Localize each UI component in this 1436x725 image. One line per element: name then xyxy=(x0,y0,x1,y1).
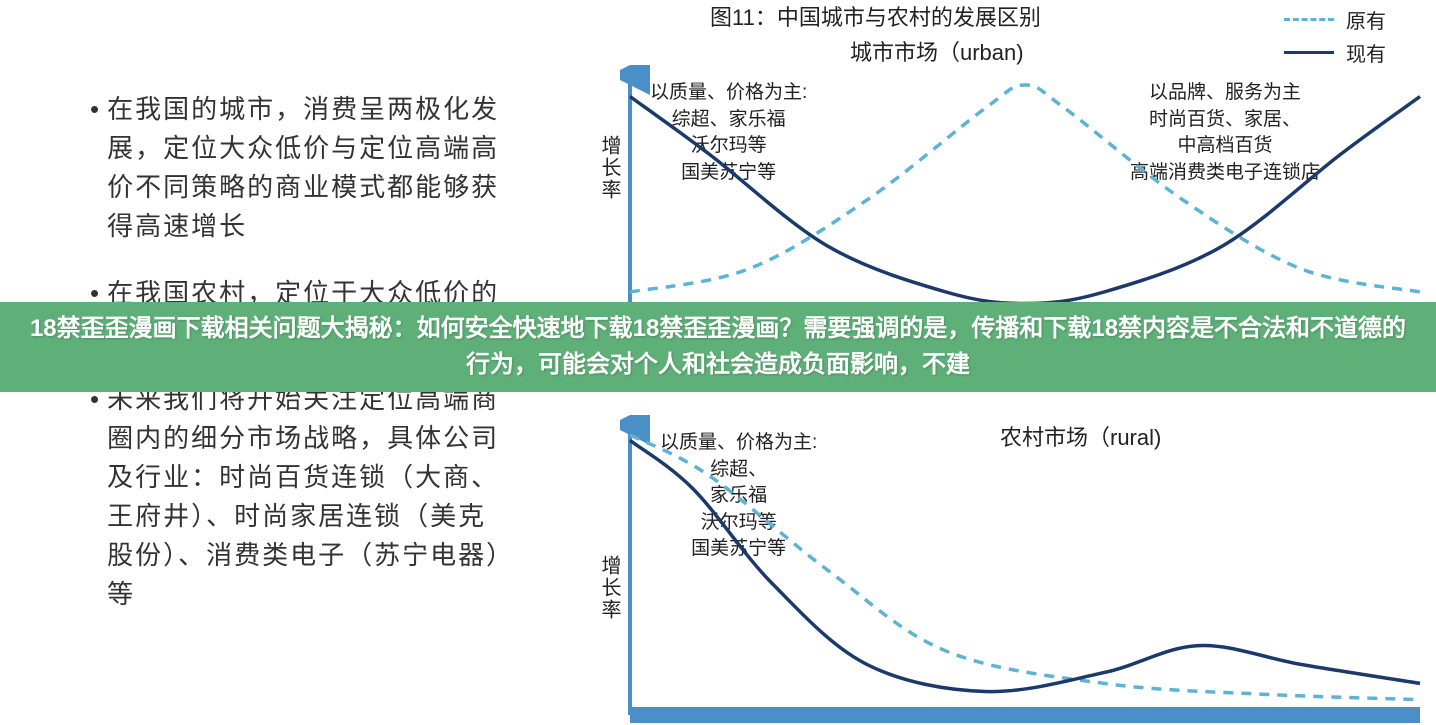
rural-solid-curve xyxy=(630,440,1420,691)
urban-title: 城市市场（urban) xyxy=(850,35,1024,67)
figure-title: 图11：中国城市与农村的发展区别 xyxy=(710,0,1041,32)
legend-label-solid: 现有 xyxy=(1346,38,1386,67)
rural-x-axis-bar xyxy=(630,707,1420,723)
legend-row-dashed: 原有 xyxy=(1284,5,1386,34)
rural-dashed-curve xyxy=(630,435,1420,700)
rural-chart xyxy=(620,415,1430,725)
legend-label-dashed: 原有 xyxy=(1346,5,1386,34)
bullet-dot: • xyxy=(90,380,101,614)
urban-chart xyxy=(620,65,1430,335)
banner-text: 18禁歪歪漫画下载相关问题大揭秘：如何安全快速地下载18禁歪歪漫画？需要强调的是… xyxy=(28,311,1408,383)
legend-line-solid xyxy=(1284,51,1334,54)
legend-row-solid: 现有 xyxy=(1284,38,1386,67)
legend-line-dashed xyxy=(1284,18,1334,21)
bullet-item: • 在我国的城市，消费呈两极化发展，定位大众低价与定位高端高价不同策略的商业模式… xyxy=(90,90,510,246)
bullet-item: • 未来我们将开始关注定位高端商圈内的细分市场战略，具体公司及行业：时尚百货连锁… xyxy=(90,380,510,614)
urban-solid-curve xyxy=(630,97,1420,304)
bullet-text: 在我国的城市，消费呈两极化发展，定位大众低价与定位高端高价不同策略的商业模式都能… xyxy=(107,90,510,246)
bullet-text: 未来我们将开始关注定位高端商圈内的细分市场战略，具体公司及行业：时尚百货连锁（大… xyxy=(107,380,510,614)
bullet-dot: • xyxy=(90,90,101,246)
overlay-banner: 18禁歪歪漫画下载相关问题大揭秘：如何安全快速地下载18禁歪歪漫画？需要强调的是… xyxy=(0,302,1436,392)
legend: 原有 现有 xyxy=(1284,5,1386,71)
